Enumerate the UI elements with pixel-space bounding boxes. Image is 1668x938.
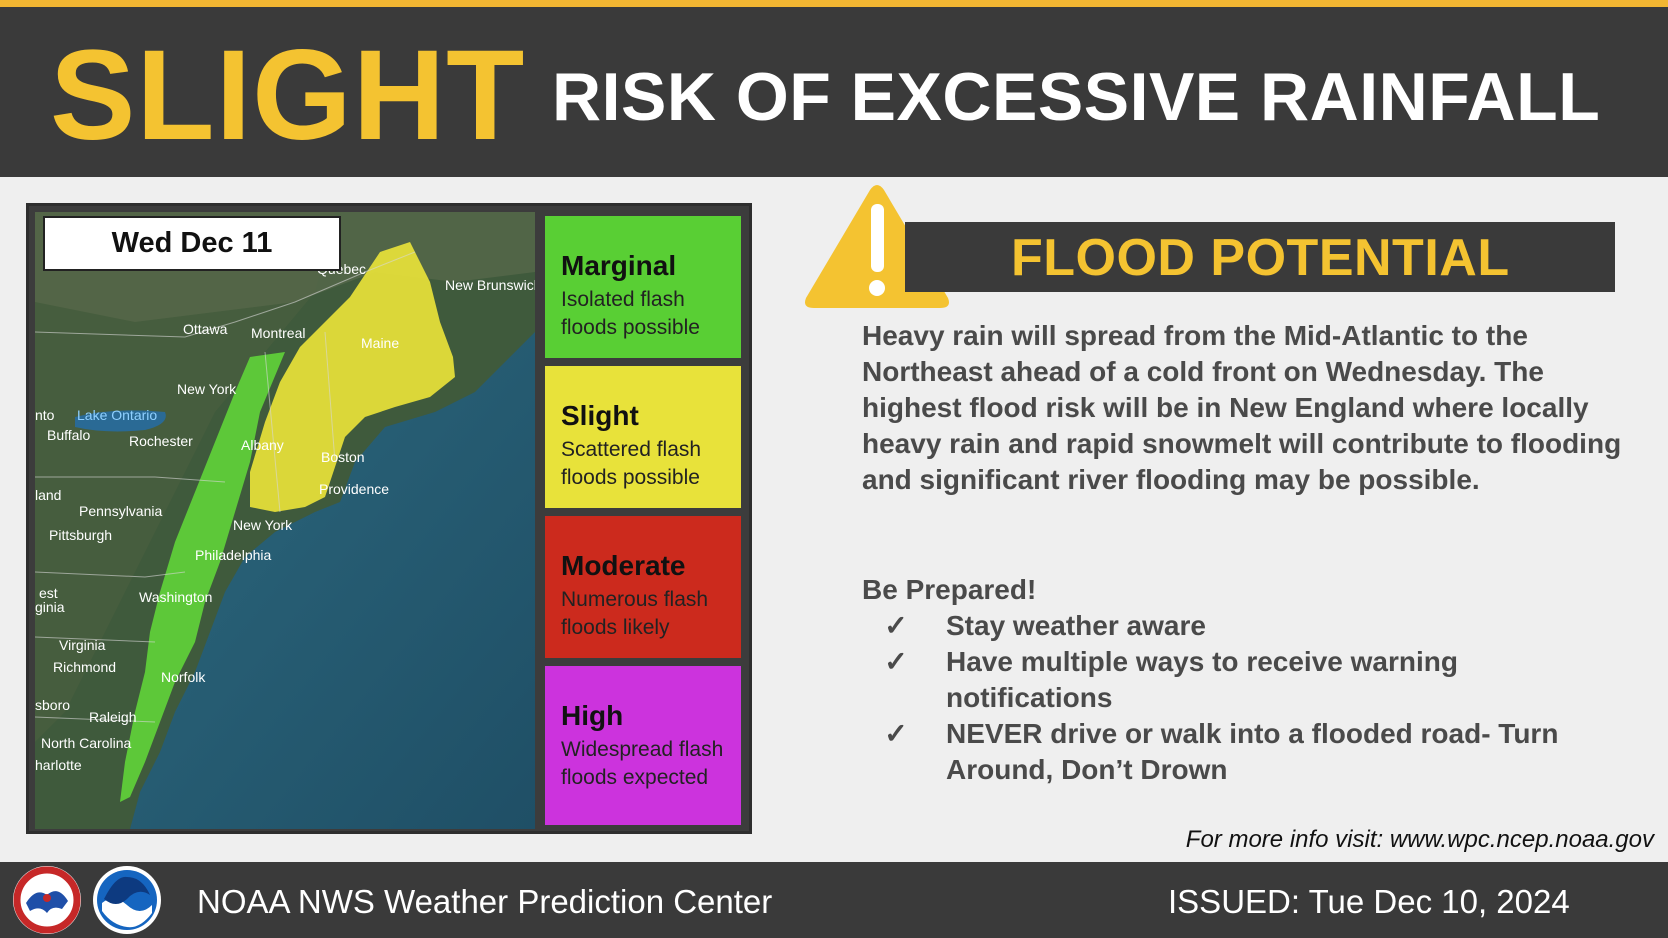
check-icon: ✓ <box>884 718 908 749</box>
top-stripe <box>0 0 1668 7</box>
svg-text:ginia: ginia <box>35 599 65 615</box>
header: SLIGHT RISK OF EXCESSIVE RAINFALL <box>0 7 1668 177</box>
svg-text:Providence: Providence <box>319 481 389 497</box>
flood-description: Heavy rain will spread from the Mid-Atla… <box>862 320 1622 495</box>
svg-text:Rochester: Rochester <box>129 433 193 449</box>
svg-text:New Brunswick: New Brunswick <box>445 277 535 293</box>
slight-risk-area <box>250 242 455 512</box>
lake-ontario <box>75 410 166 432</box>
svg-text:Montreal: Montreal <box>251 325 305 341</box>
svg-text:New York: New York <box>177 381 237 397</box>
land-highlands <box>35 212 335 742</box>
svg-text:Buffalo: Buffalo <box>47 427 91 443</box>
svg-text:Lake Ontario: Lake Ontario <box>77 407 157 423</box>
svg-text:Philadelphia: Philadelphia <box>195 547 271 563</box>
svg-text:Maine: Maine <box>361 335 399 351</box>
check-icon: ✓ <box>884 610 908 641</box>
more-info-link[interactable]: For more info visit: www.wpc.ncep.noaa.g… <box>1185 826 1654 853</box>
organization-name: NOAA NWS Weather Prediction Center <box>197 883 773 920</box>
borders <box>35 251 416 723</box>
svg-text:Richmond: Richmond <box>53 659 116 675</box>
legend-slight-name: Slight <box>561 400 639 431</box>
svg-text:Albany: Albany <box>241 437 284 453</box>
list-item: ✓ Have multiple ways to receive warning … <box>862 644 1622 716</box>
svg-text:New York: New York <box>233 517 293 533</box>
svg-text:Washington: Washington <box>139 589 212 605</box>
svg-text:Pennsylvania: Pennsylvania <box>79 503 162 519</box>
list-item: ✓ NEVER drive or walk into a flooded roa… <box>862 716 1622 788</box>
legend-high-name: High <box>561 700 624 731</box>
risk-title: RISK OF EXCESSIVE RAINFALL <box>552 59 1601 135</box>
list-item: ✓ Stay weather aware <box>862 608 1622 644</box>
svg-text:Pittsburgh: Pittsburgh <box>49 527 112 543</box>
svg-text:Norfolk: Norfolk <box>161 669 206 685</box>
svg-text:Raleigh: Raleigh <box>89 709 136 725</box>
legend-marginal: Marginal Isolated flash floods possible <box>541 212 745 362</box>
risk-map: Quebec New Brunswick Ottawa Montreal Mai… <box>35 212 535 829</box>
svg-text:harlotte: harlotte <box>35 757 82 773</box>
svg-text:sboro: sboro <box>35 697 70 713</box>
map-image: Quebec New Brunswick Ottawa Montreal Mai… <box>35 212 535 829</box>
map-date: Wed Dec 11 <box>111 227 273 259</box>
issued-date: ISSUED: Tue Dec 10, 2024 <box>1168 883 1570 920</box>
be-prepared-title: Be Prepared! <box>862 574 1037 605</box>
flood-potential-title: FLOOD POTENTIAL <box>1011 229 1510 287</box>
map-panel: Quebec New Brunswick Ottawa Montreal Mai… <box>26 203 752 834</box>
risk-level-title: SLIGHT <box>50 24 526 167</box>
be-prepared-list: ✓ Stay weather aware ✓ Have multiple way… <box>862 608 1622 788</box>
noaa-logo-icon <box>93 866 161 934</box>
flood-potential-banner: FLOOD POTENTIAL <box>905 222 1615 292</box>
legend-high: High Widespread flash floods expected <box>541 662 745 829</box>
legend-slight-desc: Scattered flash floods possible <box>561 438 702 489</box>
check-icon: ✓ <box>884 646 908 677</box>
svg-text:land: land <box>35 487 61 503</box>
svg-text:Virginia: Virginia <box>59 637 106 653</box>
marginal-risk-area <box>120 352 285 802</box>
svg-text:est: est <box>39 585 58 601</box>
risk-legend: Marginal Isolated flash floods possible S… <box>541 212 745 829</box>
svg-text:Boston: Boston <box>321 449 365 465</box>
svg-text:Ottawa: Ottawa <box>183 321 228 337</box>
nws-logo-icon <box>13 866 81 934</box>
legend-moderate-desc: Numerous flash floods likely <box>561 588 709 639</box>
legend-marginal-name: Marginal <box>561 250 677 281</box>
legend-high-desc: Widespread flash floods expected <box>561 738 724 789</box>
svg-text:nto: nto <box>35 407 55 423</box>
map-labels: Quebec New Brunswick Ottawa Montreal Mai… <box>35 261 535 773</box>
legend-moderate: Moderate Numerous flash floods likely <box>541 512 745 662</box>
legend-moderate-name: Moderate <box>561 550 686 581</box>
legend-slight: Slight Scattered flash floods possible <box>541 362 745 512</box>
svg-text:North Carolina: North Carolina <box>41 735 131 751</box>
footer: NOAA NWS Weather Prediction Center ISSUE… <box>0 862 1668 938</box>
legend-marginal-desc: Isolated flash floods possible <box>561 288 700 339</box>
map-date-box: Wed Dec 11 <box>43 216 341 271</box>
